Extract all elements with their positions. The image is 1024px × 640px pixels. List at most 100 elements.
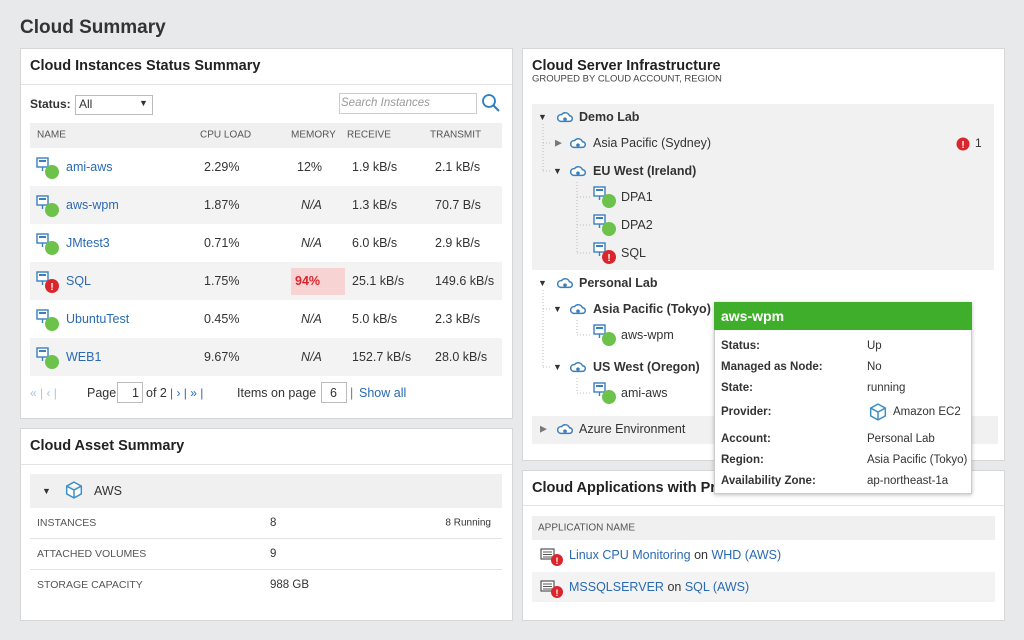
tooltip-header [714, 302, 972, 330]
application-link[interactable]: Linux CPU Monitoring [569, 548, 691, 562]
column-header: TRANSMIT [430, 129, 482, 141]
tooltip [714, 302, 972, 494]
instance-link[interactable]: JMtest3 [66, 236, 110, 250]
tooltip-value: Asia Pacific (Tokyo) [867, 454, 968, 466]
tree-node[interactable]: Asia Pacific (Sydney) [593, 136, 712, 150]
account-icon [556, 112, 574, 123]
tree-node[interactable]: Asia Pacific (Tokyo) [593, 302, 711, 316]
alert-count: 1 [975, 136, 982, 150]
provider-icon [869, 403, 887, 421]
transmit: 2.3 kB/s [435, 312, 481, 326]
tree-node[interactable]: Demo Lab [579, 110, 640, 124]
transmit: 28.0 kB/s [435, 350, 488, 364]
page-input[interactable] [117, 382, 143, 403]
tree-node[interactable]: DPA1 [621, 190, 653, 204]
memory: N/A [301, 236, 322, 250]
tooltip-value: ap-northeast-1a [867, 475, 949, 487]
panel-title: Cloud Server Infrastructure [532, 58, 721, 74]
alert-icon: ! [956, 137, 970, 151]
instance-link[interactable]: aws-wpm [66, 198, 119, 212]
search-button[interactable] [481, 93, 501, 113]
tree-node[interactable]: ami-aws [621, 386, 668, 400]
cpu-load: 1.87% [204, 198, 240, 212]
instance-icon: ! [36, 271, 59, 293]
provider-row[interactable] [30, 474, 502, 508]
instance-icon [36, 195, 59, 217]
cpu-load: 1.75% [204, 274, 240, 288]
items-input[interactable] [321, 382, 347, 403]
instance-icon: ! [593, 242, 616, 264]
instance-link[interactable]: SQL [66, 274, 92, 288]
receive: 5.0 kB/s [352, 312, 398, 326]
tree-node[interactable]: Personal Lab [579, 276, 658, 290]
memory: N/A [301, 350, 322, 364]
status-value: All [79, 97, 93, 111]
pager-next-last[interactable]: | › | » | [170, 386, 204, 400]
application-link[interactable]: MSSQLSERVER [569, 580, 664, 594]
provider-icon [65, 481, 83, 499]
instance-link[interactable]: ami-aws [66, 160, 113, 174]
pager-page-label: Page [87, 386, 117, 400]
tree-node[interactable]: DPA2 [621, 218, 653, 232]
svg-text:!: ! [607, 253, 610, 264]
panel-title: Cloud Instances Status Summary [30, 58, 261, 74]
memory: N/A [301, 198, 322, 212]
instance-icon [593, 324, 616, 346]
tree-lines [542, 124, 592, 394]
node-link[interactable]: SQL (AWS) [684, 580, 750, 594]
asset-value: 9 [270, 548, 277, 560]
svg-text:!: ! [961, 140, 964, 151]
tree-toggle[interactable]: ▼ [553, 166, 562, 176]
cpu-load: 0.45% [204, 312, 240, 326]
tooltip-value: Personal Lab [867, 433, 935, 445]
tree-node[interactable]: US West (Oregon) [593, 360, 700, 374]
receive: 6.0 kB/s [352, 236, 398, 250]
search-input[interactable] [339, 93, 477, 114]
application-row: MSSQLSERVER on SQL (AWS) [569, 580, 749, 594]
expand-arrow[interactable]: ▼ [42, 486, 51, 496]
status-select[interactable] [75, 95, 153, 115]
tree-toggle[interactable]: ▼ [553, 304, 562, 314]
panel-title: Cloud Applications with Problems [532, 480, 767, 496]
tree-node[interactable]: SQL [621, 246, 647, 260]
receive: 25.1 kB/s [352, 274, 405, 288]
svg-text:!: ! [50, 282, 53, 293]
svg-text:!: ! [556, 588, 559, 598]
dropdown-arrow: ▼ [139, 98, 148, 108]
pager-items-label: Items on page [237, 386, 317, 400]
node-link[interactable]: WHD (AWS) [711, 548, 782, 562]
tooltip-label: Availability Zone: [721, 475, 816, 487]
tree-toggle[interactable]: ▶ [540, 423, 547, 434]
instance-link[interactable]: WEB1 [66, 350, 102, 364]
tree-toggle[interactable]: ▼ [538, 278, 547, 288]
panel-subtitle: GROUPED BY CLOUD ACCOUNT, REGION [532, 73, 722, 85]
pager-first-prev[interactable]: « | ‹ | [30, 386, 57, 400]
tooltip-value: Amazon EC2 [893, 406, 961, 418]
show-all-link[interactable]: Show all [359, 386, 407, 400]
tree-node[interactable]: aws-wpm [621, 328, 674, 342]
pager-items: 6 [330, 386, 337, 400]
receive: 1.9 kB/s [352, 160, 398, 174]
column-header: CPU LOAD [200, 129, 252, 141]
tree-node[interactable]: Azure Environment [579, 422, 686, 436]
region-icon [569, 138, 587, 149]
tree-toggle[interactable]: ▼ [553, 362, 562, 372]
tooltip-label: Status: [721, 340, 760, 352]
row-stripe [532, 572, 995, 602]
pager-separator: | [350, 386, 354, 400]
transmit: 149.6 kB/s [435, 274, 495, 288]
row-stripe [30, 186, 502, 224]
search-placeholder: Search Instances [341, 97, 430, 109]
account-icon [556, 424, 574, 435]
tree-toggle[interactable]: ▶ [555, 137, 562, 148]
tooltip-label: State: [721, 382, 753, 394]
memory: 94% [295, 274, 321, 288]
instance-link[interactable]: UbuntuTest [66, 312, 130, 326]
cpu-load: 9.67% [204, 350, 240, 364]
instance-icon [36, 347, 59, 369]
tooltip-label: Region: [721, 454, 764, 466]
divider [21, 464, 512, 465]
tree-toggle[interactable]: ▼ [538, 112, 547, 122]
tree-node[interactable]: EU West (Ireland) [593, 164, 697, 178]
column-header: NAME [37, 129, 66, 141]
